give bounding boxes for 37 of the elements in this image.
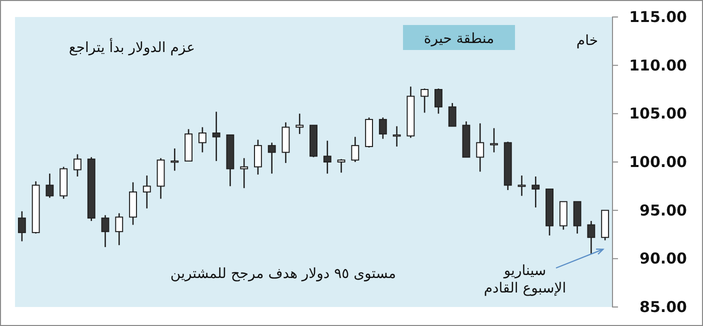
candlestick bbox=[268, 142, 276, 174]
candlestick bbox=[337, 158, 346, 174]
annotation: منطقة حيرة bbox=[424, 31, 494, 47]
candlestick bbox=[254, 139, 262, 176]
candlestick bbox=[392, 126, 401, 148]
candlestick bbox=[198, 126, 206, 153]
candlestick bbox=[532, 176, 540, 208]
candlestick bbox=[18, 210, 26, 242]
candlestick bbox=[296, 113, 304, 135]
candlestick bbox=[170, 148, 179, 172]
y-tick-label: 115.00 bbox=[629, 8, 687, 26]
annotation: مستوى ٩٥ دولار هدف مرجح للمشترين bbox=[170, 266, 396, 282]
candlestick bbox=[115, 212, 124, 246]
y-tick-label: 95.00 bbox=[640, 201, 687, 220]
candlestick bbox=[323, 140, 332, 174]
candlestick bbox=[476, 122, 484, 172]
text: خام bbox=[576, 33, 598, 49]
y-tick-label: 110.00 bbox=[629, 56, 687, 74]
y-tick-label: 85.00 bbox=[640, 298, 687, 316]
annotation: سيناريو الإسبوع القادم bbox=[484, 263, 566, 296]
candlestick bbox=[240, 157, 248, 189]
candlestick bbox=[74, 154, 82, 178]
annotation: عزم الدولار بدأ يتراجع bbox=[68, 38, 195, 56]
y-tick-label: 100.00 bbox=[629, 153, 687, 171]
candlestick bbox=[212, 111, 220, 162]
candlestick bbox=[46, 172, 54, 198]
candlestick bbox=[420, 88, 429, 114]
candlestick bbox=[434, 88, 442, 114]
candlestick bbox=[101, 214, 110, 248]
candlestick bbox=[448, 102, 456, 127]
y-tick-label: 105.00 bbox=[629, 104, 687, 123]
candlestick bbox=[351, 136, 360, 163]
y-tick-label: 90.00 bbox=[640, 250, 687, 268]
candlestick bbox=[490, 128, 498, 153]
candlestick bbox=[142, 174, 151, 210]
candlestick bbox=[378, 116, 387, 140]
candlestick bbox=[518, 174, 526, 196]
